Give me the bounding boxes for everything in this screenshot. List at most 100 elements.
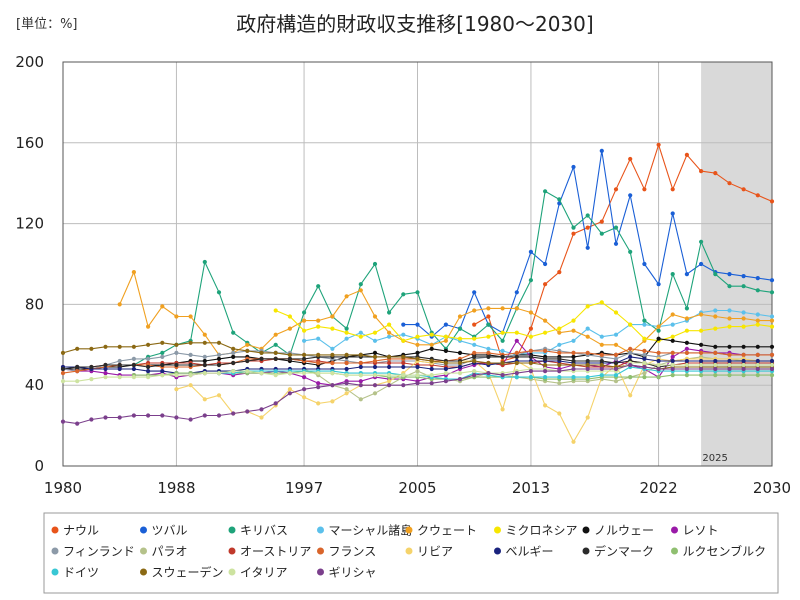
data-point (415, 290, 420, 295)
data-point (741, 284, 746, 289)
data-point (131, 362, 136, 368)
data-point (486, 354, 491, 359)
data-point (670, 187, 675, 192)
data-point (415, 369, 420, 374)
data-point (316, 318, 321, 323)
data-point (188, 373, 193, 378)
data-point (245, 409, 250, 414)
data-point (585, 334, 590, 339)
data-point (500, 407, 505, 412)
data-point (316, 381, 321, 386)
data-point (585, 245, 590, 250)
data-point (699, 362, 704, 368)
data-point (146, 364, 151, 370)
data-point (500, 354, 505, 359)
data-point (344, 294, 349, 299)
data-point (202, 332, 207, 337)
data-point (472, 373, 477, 378)
data-point (585, 304, 590, 309)
data-point (571, 231, 576, 236)
legend-marker (140, 526, 147, 534)
data-point (316, 385, 321, 390)
data-point (188, 362, 193, 368)
data-point (202, 259, 207, 265)
data-point (528, 249, 534, 254)
data-point (302, 387, 307, 392)
data-point (443, 338, 448, 343)
data-point (273, 369, 278, 374)
series-0 (472, 142, 775, 364)
data-point (684, 350, 690, 355)
data-point (500, 330, 505, 335)
legend-item: ベルギー (494, 545, 554, 559)
data-point (543, 318, 548, 323)
legend-marker (317, 547, 324, 555)
data-point (713, 358, 718, 364)
data-point (273, 356, 278, 361)
data-point (755, 344, 760, 349)
data-point (727, 344, 732, 349)
data-point (727, 358, 732, 364)
legend-item: マーシャル諸島 (317, 523, 412, 538)
legend-marker (582, 547, 590, 555)
data-point (160, 354, 165, 359)
data-point (302, 375, 307, 380)
data-point (528, 354, 534, 359)
data-point (401, 292, 406, 297)
legend-label: フィンランド (63, 545, 135, 559)
data-point (372, 358, 378, 364)
data-point (656, 324, 661, 329)
data-point (330, 352, 335, 357)
data-point (514, 375, 519, 380)
data-point (273, 342, 278, 347)
data-point (174, 342, 179, 347)
data-point (344, 330, 349, 335)
data-point (557, 270, 562, 275)
data-point (769, 358, 775, 364)
data-point (741, 274, 746, 279)
data-point (769, 314, 775, 319)
legend-label: スウェーデン (152, 565, 224, 580)
data-point (387, 383, 392, 388)
data-point (741, 310, 746, 315)
y-tick-label: 120 (15, 215, 44, 233)
data-point (670, 350, 675, 355)
data-point (741, 352, 746, 357)
y-tick-label: 40 (25, 376, 44, 394)
data-point (656, 142, 661, 147)
data-point (358, 352, 363, 357)
legend-item: フランス (317, 545, 376, 559)
legend-label: ノルウェー (594, 524, 654, 538)
data-point (344, 373, 349, 378)
data-point (273, 308, 278, 313)
legend-label: ナウル (63, 524, 99, 538)
data-point (188, 383, 193, 388)
data-point (358, 383, 363, 388)
data-point (287, 314, 292, 319)
legend-item: レソト (671, 524, 719, 538)
data-point (599, 352, 604, 357)
data-point (571, 350, 576, 355)
data-point (415, 350, 420, 355)
data-point (358, 334, 363, 339)
data-point (571, 318, 576, 323)
data-point (316, 336, 321, 341)
data-point (613, 241, 619, 246)
data-point (429, 332, 434, 337)
data-point (372, 314, 378, 319)
data-point (571, 439, 576, 444)
data-point (358, 288, 363, 293)
data-point (741, 187, 746, 192)
data-point (670, 322, 675, 327)
data-point (358, 330, 363, 335)
data-point (429, 346, 434, 351)
data-point (557, 356, 562, 361)
data-point (613, 352, 619, 357)
data-point (160, 373, 165, 378)
data-point (670, 354, 675, 359)
data-point (372, 338, 378, 343)
data-point (599, 373, 604, 378)
data-point (60, 379, 66, 384)
data-point (557, 375, 562, 380)
data-point (443, 360, 448, 366)
